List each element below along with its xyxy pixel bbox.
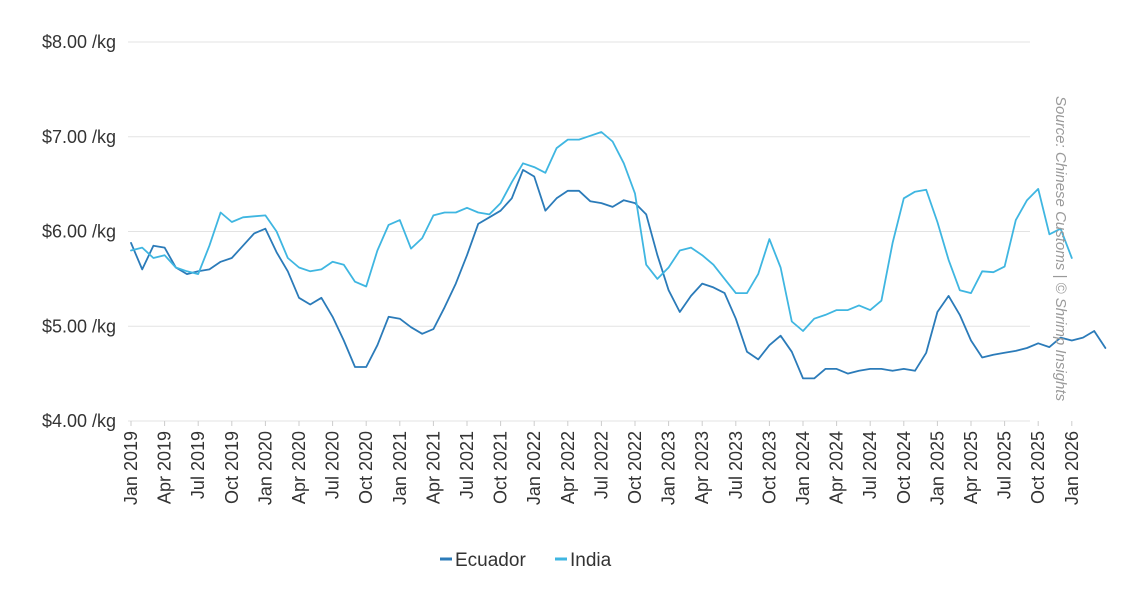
x-tick-label: Jan 2024 bbox=[793, 431, 813, 505]
x-tick-label: Apr 2021 bbox=[423, 431, 443, 504]
y-axis-ticks: $4.00 /kg $5.00 /kg $6.00 /kg $7.00 /kg $8.0… bbox=[42, 32, 116, 431]
y-tick-label: $4.00 /kg bbox=[42, 411, 116, 431]
x-tick-label: Jan 2019 bbox=[121, 431, 141, 505]
x-tick-label: Jul 2019 bbox=[188, 431, 208, 499]
legend-label-ecuador: Ecuador bbox=[455, 550, 526, 571]
series-line-india[interactable] bbox=[130, 131, 1073, 332]
y-tick-label: $5.00 /kg bbox=[42, 316, 116, 336]
x-tick-label: Jan 2021 bbox=[390, 431, 410, 505]
legend-label-india: India bbox=[570, 550, 612, 571]
x-tick-label: Oct 2019 bbox=[222, 431, 242, 504]
x-tick-label: Jan 2023 bbox=[659, 431, 679, 505]
x-tick-label: Jul 2022 bbox=[591, 431, 611, 499]
x-tick-label: Apr 2022 bbox=[558, 431, 578, 504]
y-tick-label: $8.00 /kg bbox=[42, 32, 116, 52]
x-tick-label: Oct 2022 bbox=[625, 431, 645, 504]
x-tick-label: Oct 2020 bbox=[356, 431, 376, 504]
x-tick-label: Jan 2022 bbox=[524, 431, 544, 505]
legend: Ecuador India bbox=[440, 550, 612, 571]
x-tick-label: Apr 2025 bbox=[961, 431, 981, 504]
y-tick-label: $6.00 /kg bbox=[42, 222, 116, 242]
y-tick-label: $7.00 /kg bbox=[42, 127, 116, 147]
source-note: Source: Chinese Customs | © Shrimp Insig… bbox=[1052, 96, 1069, 402]
x-tick-label: Oct 2023 bbox=[759, 431, 779, 504]
legend-item-ecuador[interactable]: Ecuador bbox=[440, 550, 526, 571]
x-tick-label: Jul 2021 bbox=[457, 431, 477, 499]
x-tick-label: Oct 2021 bbox=[491, 431, 511, 504]
x-tick-label: Apr 2023 bbox=[692, 431, 712, 504]
x-tick-label: Jan 2025 bbox=[927, 431, 947, 505]
x-tick-label: Jan 2026 bbox=[1062, 431, 1082, 505]
x-tick-label: Jul 2025 bbox=[995, 431, 1015, 499]
gridlines bbox=[128, 41, 1030, 422]
series-line-ecuador[interactable] bbox=[130, 168, 1107, 380]
x-tick-label: Oct 2025 bbox=[1028, 431, 1048, 504]
x-tick-label: Jan 2020 bbox=[255, 431, 275, 505]
x-axis-ticks: Jan 2019 Apr 2019 Jul 2019 Oct 2019 Jan 2020… bbox=[121, 421, 1082, 505]
x-tick-label: Oct 2024 bbox=[894, 431, 914, 504]
series-lines bbox=[130, 131, 1107, 380]
x-tick-label: Apr 2024 bbox=[827, 431, 847, 504]
x-tick-label: Apr 2019 bbox=[155, 431, 175, 504]
x-tick-label: Jul 2024 bbox=[860, 431, 880, 499]
legend-item-india[interactable]: India bbox=[555, 550, 612, 571]
x-tick-label: Jul 2020 bbox=[323, 431, 343, 499]
x-tick-label: Apr 2020 bbox=[289, 431, 309, 504]
x-tick-label: Jul 2023 bbox=[726, 431, 746, 499]
